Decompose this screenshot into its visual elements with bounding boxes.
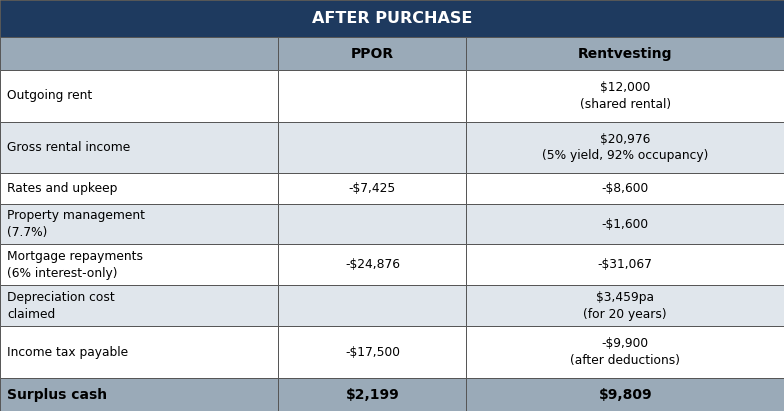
Bar xyxy=(278,326,466,378)
Bar xyxy=(466,173,784,203)
Bar xyxy=(0,70,278,122)
Bar xyxy=(466,203,784,245)
Bar xyxy=(278,173,466,203)
Text: -$8,600: -$8,600 xyxy=(601,182,649,195)
Bar xyxy=(466,286,784,326)
Bar xyxy=(0,173,278,203)
Bar xyxy=(466,378,784,411)
Text: Income tax payable: Income tax payable xyxy=(7,346,128,359)
Text: Gross rental income: Gross rental income xyxy=(7,141,130,154)
Bar xyxy=(0,0,784,37)
Text: -$7,425: -$7,425 xyxy=(349,182,396,195)
Bar xyxy=(0,37,278,70)
Bar xyxy=(466,37,784,70)
Bar xyxy=(0,286,278,326)
Bar xyxy=(466,326,784,378)
Text: AFTER PURCHASE: AFTER PURCHASE xyxy=(312,11,472,26)
Text: Property management
(7.7%): Property management (7.7%) xyxy=(7,209,145,239)
Text: Mortgage repayments
(6% interest-only): Mortgage repayments (6% interest-only) xyxy=(7,250,143,280)
Bar xyxy=(466,122,784,173)
Text: $12,000
(shared rental): $12,000 (shared rental) xyxy=(579,81,671,111)
Text: -$17,500: -$17,500 xyxy=(345,346,400,359)
Bar xyxy=(466,70,784,122)
Text: -$1,600: -$1,600 xyxy=(601,217,649,231)
Bar xyxy=(278,286,466,326)
Text: $20,976
(5% yield, 92% occupancy): $20,976 (5% yield, 92% occupancy) xyxy=(542,133,709,162)
Text: Depreciation cost
claimed: Depreciation cost claimed xyxy=(7,291,114,321)
Bar xyxy=(278,245,466,286)
Bar xyxy=(278,122,466,173)
Text: $9,809: $9,809 xyxy=(598,388,652,402)
Bar xyxy=(0,378,278,411)
Text: -$31,067: -$31,067 xyxy=(598,259,652,272)
Text: $2,199: $2,199 xyxy=(346,388,399,402)
Bar xyxy=(278,37,466,70)
Text: Rates and upkeep: Rates and upkeep xyxy=(7,182,118,195)
Bar xyxy=(0,122,278,173)
Bar xyxy=(0,245,278,286)
Bar xyxy=(0,326,278,378)
Text: Surplus cash: Surplus cash xyxy=(7,388,107,402)
Bar xyxy=(278,378,466,411)
Text: Rentvesting: Rentvesting xyxy=(578,46,673,60)
Bar xyxy=(278,203,466,245)
Bar xyxy=(466,245,784,286)
Text: -$24,876: -$24,876 xyxy=(345,259,400,272)
Bar xyxy=(278,70,466,122)
Text: -$9,900
(after deductions): -$9,900 (after deductions) xyxy=(570,337,681,367)
Bar xyxy=(0,203,278,245)
Text: $3,459pa
(for 20 years): $3,459pa (for 20 years) xyxy=(583,291,667,321)
Text: Outgoing rent: Outgoing rent xyxy=(7,89,93,102)
Text: PPOR: PPOR xyxy=(350,46,394,60)
